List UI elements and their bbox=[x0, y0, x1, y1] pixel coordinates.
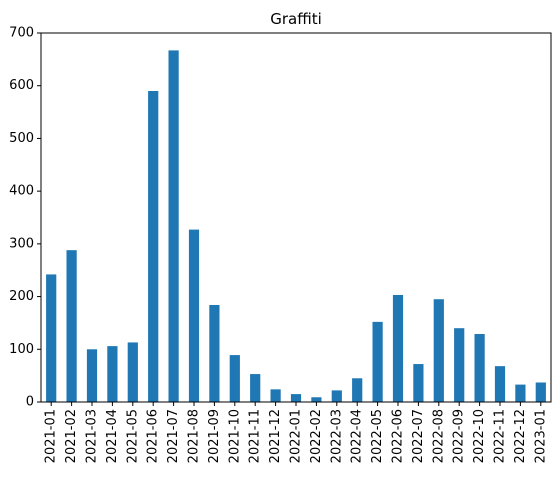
x-tick-label: 2022-05 bbox=[370, 409, 385, 463]
x-tick-label: 2021-06 bbox=[146, 409, 161, 463]
bar-2021-06 bbox=[148, 90, 159, 403]
y-axis: 0 100 200 300 400 500 600 700 bbox=[9, 26, 41, 410]
bar-2021-01 bbox=[46, 274, 57, 402]
x-tick-label: 2022-12 bbox=[513, 409, 528, 463]
x-tick-label: 2021-07 bbox=[166, 409, 181, 463]
x-tick-label: 2021-02 bbox=[64, 409, 79, 463]
x-tick-label: 2021-01 bbox=[44, 409, 59, 463]
y-tick-label: 0 bbox=[26, 395, 34, 410]
bar-2023-01 bbox=[535, 382, 546, 402]
bar-2021-08 bbox=[188, 229, 200, 402]
x-tick-label: 2022-04 bbox=[350, 409, 365, 463]
x-tick-label: 2021-04 bbox=[105, 409, 120, 463]
y-tick-label: 300 bbox=[9, 236, 34, 251]
x-tick-label: 2021-09 bbox=[207, 409, 222, 463]
x-tick-label: 2022-06 bbox=[391, 409, 406, 463]
x-tick-label: 2022-03 bbox=[329, 409, 344, 463]
x-tick-label: 2022-07 bbox=[411, 409, 426, 463]
x-tick-label: 2022-11 bbox=[493, 409, 508, 463]
x-tick-label: 2022-10 bbox=[472, 409, 487, 463]
bar-2022-05 bbox=[372, 321, 383, 402]
bar-2022-10 bbox=[474, 334, 485, 402]
bar-2021-09 bbox=[209, 305, 220, 402]
x-tick-label: 2021-05 bbox=[125, 409, 140, 463]
bar-2022-06 bbox=[392, 294, 404, 402]
x-axis: 2021-01 2021-02 2021-03 2021-04 2021-05 2021-… bbox=[44, 402, 548, 463]
bar-2021-10 bbox=[229, 355, 240, 402]
x-tick-label: 2022-08 bbox=[431, 409, 446, 463]
bar-2021-05 bbox=[127, 342, 138, 402]
x-tick-label: 2021-08 bbox=[187, 409, 202, 463]
bar-2022-03 bbox=[331, 390, 342, 402]
bar-2021-03 bbox=[86, 349, 98, 402]
bar-2022-11 bbox=[494, 366, 506, 402]
x-tick-label: 2021-10 bbox=[227, 409, 242, 463]
bar-2021-12 bbox=[270, 389, 281, 402]
bar-2021-02 bbox=[66, 250, 77, 402]
bar-2021-07 bbox=[168, 50, 179, 403]
x-tick-label: 2023-01 bbox=[533, 409, 548, 463]
bar-2022-12 bbox=[515, 384, 526, 402]
y-tick-label: 500 bbox=[9, 131, 34, 146]
bar-2022-02 bbox=[311, 397, 322, 402]
plot-frame bbox=[40, 32, 552, 403]
x-tick-label: 2022-09 bbox=[452, 409, 467, 463]
bar-2021-11 bbox=[250, 374, 261, 402]
chart-title: Graffiti bbox=[270, 10, 322, 28]
bars-group bbox=[46, 50, 546, 403]
y-tick-label: 400 bbox=[9, 184, 34, 199]
bar-2022-01 bbox=[290, 394, 302, 402]
bar-2022-07 bbox=[413, 364, 424, 402]
bar-2022-09 bbox=[454, 328, 465, 402]
bar-2021-04 bbox=[107, 346, 118, 402]
x-tick-label: 2021-03 bbox=[85, 409, 100, 463]
y-tick-label: 600 bbox=[9, 78, 34, 93]
y-tick-label: 200 bbox=[9, 289, 34, 304]
x-tick-label: 2022-02 bbox=[309, 409, 324, 463]
x-tick-label: 2021-12 bbox=[268, 409, 283, 463]
y-tick-label: 100 bbox=[9, 342, 34, 357]
bar-2022-08 bbox=[433, 299, 444, 402]
x-tick-label: 2022-01 bbox=[289, 409, 304, 463]
bar-2022-04 bbox=[352, 378, 363, 402]
x-tick-label: 2021-11 bbox=[248, 409, 263, 463]
y-tick-label: 700 bbox=[9, 26, 34, 41]
